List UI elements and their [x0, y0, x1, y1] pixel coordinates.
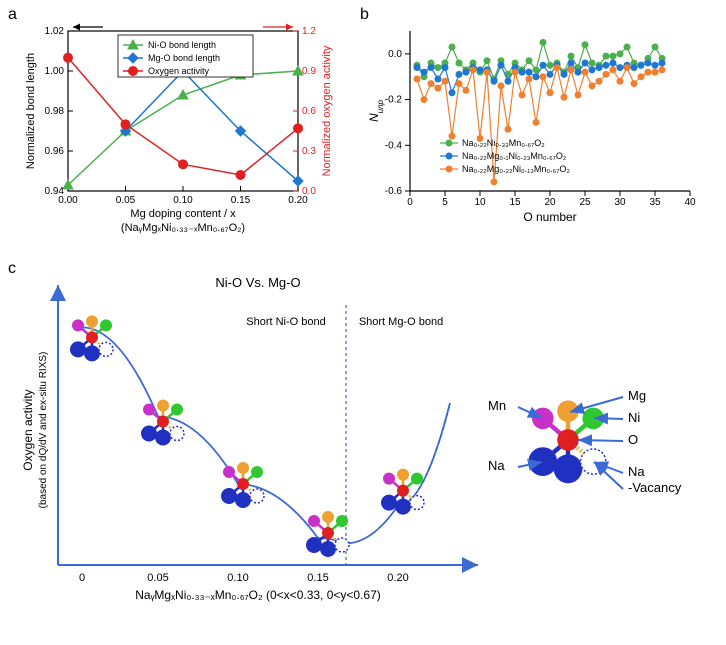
- svg-text:0.3: 0.3: [302, 146, 316, 157]
- svg-text:15: 15: [509, 197, 521, 208]
- svg-text:40: 40: [684, 197, 696, 208]
- svg-text:Oxygen activity: Oxygen activity: [148, 66, 210, 76]
- panel-b: b 0510152025303540-0.6-0.4-0.20.0O numbe…: [360, 6, 720, 236]
- svg-text:0.15: 0.15: [307, 572, 328, 584]
- svg-text:0.94: 0.94: [45, 186, 65, 197]
- svg-text:Na₀.₂₂Mg₀.₂₂Ni₀.₁₃Mn₀.₆₇O₂: Na₀.₂₂Mg₀.₂₂Ni₀.₁₃Mn₀.₆₇O₂: [462, 164, 570, 174]
- svg-text:-0.4: -0.4: [385, 140, 403, 151]
- svg-text:Na: Na: [488, 458, 505, 473]
- svg-text:O: O: [628, 432, 638, 447]
- svg-text:0.9: 0.9: [302, 66, 316, 77]
- svg-text:10: 10: [474, 197, 486, 208]
- svg-text:0.6: 0.6: [302, 106, 316, 117]
- svg-text:Short Mg-O bond: Short Mg-O bond: [359, 316, 443, 328]
- svg-text:-Vacancy: -Vacancy: [628, 480, 682, 495]
- svg-text:Nunp: Nunp: [367, 99, 385, 122]
- svg-text:0.20: 0.20: [387, 572, 408, 584]
- svg-text:Ni-O bond length: Ni-O bond length: [148, 40, 216, 50]
- svg-text:Normalized oxygen activity: Normalized oxygen activity: [321, 45, 333, 176]
- svg-text:0.10: 0.10: [173, 195, 193, 206]
- chart-b: 0 5 10 15 20 25 30 35 40 -0.6 -0.4 -0.2 0.0 O number N…: [360, 6, 720, 236]
- svg-text:0.05: 0.05: [116, 195, 136, 206]
- svg-text:0.0: 0.0: [388, 49, 402, 60]
- svg-text:Normalized bond length: Normalized bond length: [25, 53, 37, 169]
- svg-text:0: 0: [79, 572, 85, 584]
- svg-text:Mg: Mg: [628, 388, 646, 403]
- svg-text:Oxygen activity: Oxygen activity: [21, 389, 35, 470]
- svg-text:(based on dQ/dV and ex-situ RI: (based on dQ/dV and ex-situ RIXS): [38, 352, 49, 509]
- svg-text:NaᵧMgₓNi₀.₃₃₋ₓMn₀.₆₇O₂ (0<x<0.: NaᵧMgₓNi₀.₃₃₋ₓMn₀.₆₇O₂ (0<x<0.33, 0<y<0.…: [135, 588, 381, 602]
- svg-text:35: 35: [649, 197, 661, 208]
- chart-a: 0.000.050.100.150.200.940.960.981.001.02…: [8, 6, 348, 236]
- svg-text:-0.2: -0.2: [385, 95, 403, 106]
- svg-text:20: 20: [544, 197, 556, 208]
- svg-text:0.05: 0.05: [147, 572, 168, 584]
- svg-text:0.0: 0.0: [302, 186, 316, 197]
- panel-a: a 0.000.050.100.150.200.940.960.981.001.…: [8, 6, 348, 236]
- svg-text:Mg-O bond length: Mg-O bond length: [148, 53, 220, 63]
- svg-text:1.2: 1.2: [302, 26, 316, 37]
- svg-text:Mn: Mn: [488, 398, 506, 413]
- svg-text:0.10: 0.10: [227, 572, 248, 584]
- svg-text:Na₀.₂₂Mg₀.₁Ni₀.₂₃Mn₀.₆₇O₂: Na₀.₂₂Mg₀.₁Ni₀.₂₃Mn₀.₆₇O₂: [462, 151, 567, 161]
- svg-text:O number: O number: [523, 210, 576, 224]
- svg-text:Ni: Ni: [628, 410, 640, 425]
- svg-text:Na₀.₂₂Ni₀.₃₃Mn₀.₆₇O₂: Na₀.₂₂Ni₀.₃₃Mn₀.₆₇O₂: [462, 138, 545, 148]
- svg-text:1.00: 1.00: [45, 66, 65, 77]
- chart-c: Ni-O Vs. Mg-O 0 0.05 0.10 0.15 0.20 NaᵧMgₓNi₀.…: [8, 260, 718, 640]
- svg-text:5: 5: [442, 197, 448, 208]
- svg-text:30: 30: [614, 197, 626, 208]
- panel-c: c Ni-O Vs. Mg-O00.050.100.150.20NaᵧMgₓNi…: [8, 260, 718, 640]
- svg-text:0: 0: [407, 197, 413, 208]
- svg-text:0.96: 0.96: [45, 146, 65, 157]
- svg-text:0.98: 0.98: [45, 106, 65, 117]
- svg-text:(NaᵧMgₓNi₀.₃₃₋ₓMn₀.₆₇O₂): (NaᵧMgₓNi₀.₃₃₋ₓMn₀.₆₇O₂): [121, 222, 245, 234]
- svg-text:0.15: 0.15: [231, 195, 251, 206]
- svg-text:Short Ni-O bond: Short Ni-O bond: [246, 316, 325, 328]
- svg-text:-0.6: -0.6: [385, 186, 403, 197]
- svg-text:Ni-O Vs. Mg-O: Ni-O Vs. Mg-O: [215, 275, 300, 290]
- svg-text:1.02: 1.02: [45, 26, 65, 37]
- svg-text:25: 25: [579, 197, 591, 208]
- svg-text:Na: Na: [628, 464, 645, 479]
- svg-text:Mg doping content / x: Mg doping content / x: [130, 208, 236, 220]
